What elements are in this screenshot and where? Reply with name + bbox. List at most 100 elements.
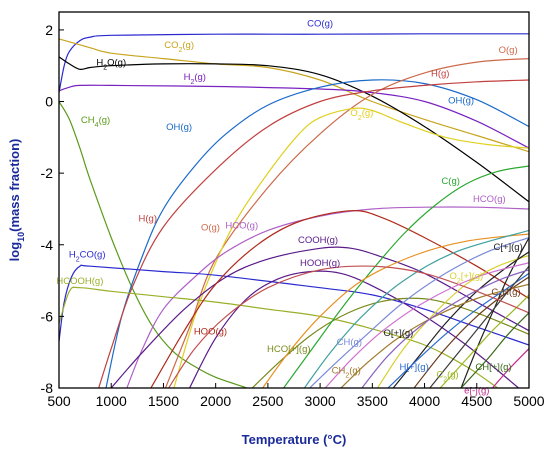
- series-line-f1: [429, 265, 529, 388]
- label-text: O: [449, 271, 456, 282]
- label-text: HOOH(g): [300, 258, 340, 269]
- series-line-h2o: [59, 56, 529, 203]
- series-line-hcooh: [59, 286, 499, 388]
- series-label-cp: C[+](g): [493, 242, 522, 253]
- series-label-h2: H2(g): [184, 72, 206, 86]
- series-line-co2: [59, 38, 529, 153]
- series-label-ch: CH(g): [337, 337, 362, 348]
- label-text: CH[+](g): [475, 362, 511, 373]
- series-line-o1: [164, 58, 529, 388]
- series-line-f5: [168, 265, 529, 388]
- label-subscript: 2: [190, 79, 194, 86]
- series-label-c: C(g): [441, 176, 459, 187]
- series-label-c2: C2(g): [436, 369, 458, 383]
- x-tick-label: 4000: [409, 393, 440, 409]
- x-tick-label: 500: [47, 393, 71, 409]
- label-text: CO(g): [80, 249, 106, 260]
- label-text: O(g): [201, 222, 220, 233]
- y-tick-label: -2: [41, 165, 54, 181]
- series-label-co: CO(g): [307, 18, 333, 29]
- label-subscript: 2: [103, 64, 107, 71]
- label-subscript: 2: [457, 277, 461, 284]
- x-tick-label: 1500: [148, 393, 179, 409]
- series-line-f4: [361, 269, 529, 388]
- series-line-cp: [460, 237, 529, 388]
- series-line-co: [59, 33, 529, 93]
- series-line-hco: [126, 206, 529, 388]
- series-label-layer: CO(g)CO2(g)H2O(g)H2(g)CH4(g)OH(g)OH(g)O(…: [56, 18, 522, 396]
- label-text: C: [491, 287, 498, 298]
- label-text: C: [436, 369, 443, 380]
- label-text: C[+](g): [493, 242, 522, 253]
- series-line-op: [392, 251, 529, 388]
- label-text: O(g): [499, 45, 518, 56]
- series-label-hcop: HCO[+](g): [267, 344, 311, 355]
- series-label-oh2: OH(g): [448, 95, 474, 106]
- label-subscript: 2: [178, 46, 182, 53]
- series-line-cooh: [110, 246, 529, 388]
- label-text: (g): [447, 369, 459, 380]
- label-text: OH(g): [448, 95, 474, 106]
- label-text: (g): [194, 72, 206, 83]
- x-tick-label: 2500: [252, 393, 283, 409]
- series-label-cooh: COOH(g): [298, 235, 338, 246]
- label-text: CH: [332, 366, 346, 377]
- y-axis-title-pre: log: [7, 242, 22, 262]
- label-text: e[-](g): [464, 385, 489, 396]
- label-text: COOH(g): [298, 235, 338, 246]
- series-line-f3: [303, 229, 529, 388]
- label-text: CH(g): [337, 337, 362, 348]
- series-label-hooh: HOOH(g): [300, 258, 340, 269]
- label-text: (g): [182, 40, 194, 51]
- label-text: O: [350, 108, 357, 119]
- label-subscript: 2: [358, 114, 362, 121]
- x-tick-label: 5000: [513, 393, 544, 409]
- series-line-c2h: [413, 276, 529, 388]
- series-label-em: e[-](g): [464, 385, 489, 396]
- series-label-c2h: C2H(g): [491, 287, 520, 301]
- series-line-em: [491, 348, 529, 388]
- label-text: HCOOH(g): [56, 276, 103, 287]
- x-tick-label: 3500: [357, 393, 388, 409]
- label-text: H[+](g): [399, 362, 428, 373]
- series-line-hp: [387, 272, 529, 388]
- label-text: HCO[+](g): [267, 344, 311, 355]
- series-label-h1: H(g): [431, 68, 449, 79]
- label-subscript: 2: [443, 376, 447, 383]
- series-line-f6: [324, 262, 529, 388]
- series-label-hco2: HCO(g): [473, 194, 506, 205]
- label-text: [+](g): [461, 271, 483, 282]
- series-label-o2: O(g): [201, 222, 220, 233]
- label-text: H(g): [502, 287, 520, 298]
- series-layer: [59, 33, 529, 388]
- series-line-ch4: [59, 101, 248, 388]
- label-text: O[+](g): [384, 328, 414, 339]
- label-text: H(g): [139, 213, 157, 224]
- series-line-h1: [98, 79, 529, 388]
- series-line-ch: [309, 237, 529, 388]
- series-label-o2g: O2(g): [350, 108, 373, 122]
- series-line-c: [283, 165, 529, 388]
- y-tick-label: 0: [45, 94, 53, 110]
- label-subscript: 4: [95, 122, 99, 129]
- label-subscript: 2: [76, 256, 80, 263]
- label-text: HCO(g): [473, 194, 506, 205]
- x-tick-label: 1000: [96, 393, 127, 409]
- series-label-co2: CO2(g): [164, 40, 194, 54]
- y-tick-label: -8: [41, 380, 54, 396]
- y-tick-label: -4: [41, 237, 54, 253]
- y-tick-label: -6: [41, 308, 54, 324]
- label-text: (g): [362, 108, 374, 119]
- series-line-c2: [439, 294, 529, 388]
- series-label-o2p: O2[+](g): [449, 271, 483, 285]
- x-tick-label: 3000: [305, 393, 336, 409]
- label-text: CO(g): [307, 18, 333, 29]
- y-axis: -8 -6 -4 -2 0 2: [41, 22, 64, 396]
- series-line-h2co: [59, 264, 529, 346]
- plot-frame: [58, 11, 530, 389]
- series-label-h2co: H2CO(g): [69, 249, 106, 263]
- series-label-hcooh: HCOOH(g): [56, 276, 103, 287]
- series-line-hooh: [189, 270, 519, 388]
- series-line-hoo: [150, 210, 529, 388]
- label-text: H(g): [431, 68, 449, 79]
